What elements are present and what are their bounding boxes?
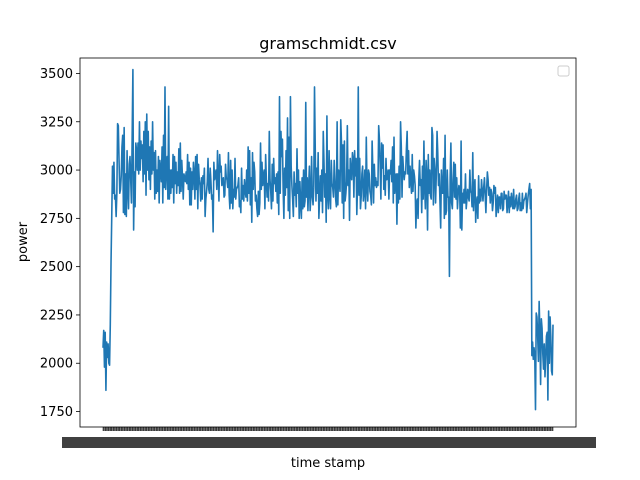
y-tick-label: 3000: [40, 164, 73, 179]
y-axis-label: power: [16, 221, 31, 262]
x-axis-label: time stamp: [291, 456, 365, 471]
series-line: [102, 68, 554, 411]
x-axis: [62, 427, 596, 448]
y-axis: 1750 2000 2250 2500 2750 3000 3250 3500: [40, 67, 80, 420]
y-tick-label: 3500: [40, 67, 73, 82]
y-tick-label: 2250: [40, 308, 73, 323]
y-tick-label: 2000: [40, 357, 73, 372]
y-tick-label: 1750: [40, 405, 73, 420]
y-tick-label: 2750: [40, 212, 73, 227]
x-tick-labels-overlapped: [62, 437, 596, 448]
y-tick-label: 2500: [40, 260, 73, 275]
chart-title: gramschmidt.csv: [259, 34, 397, 53]
legend-box: [557, 65, 570, 77]
y-tick-label: 3250: [40, 115, 73, 130]
axes-frame: [79, 57, 577, 428]
plot-area: [102, 68, 554, 411]
